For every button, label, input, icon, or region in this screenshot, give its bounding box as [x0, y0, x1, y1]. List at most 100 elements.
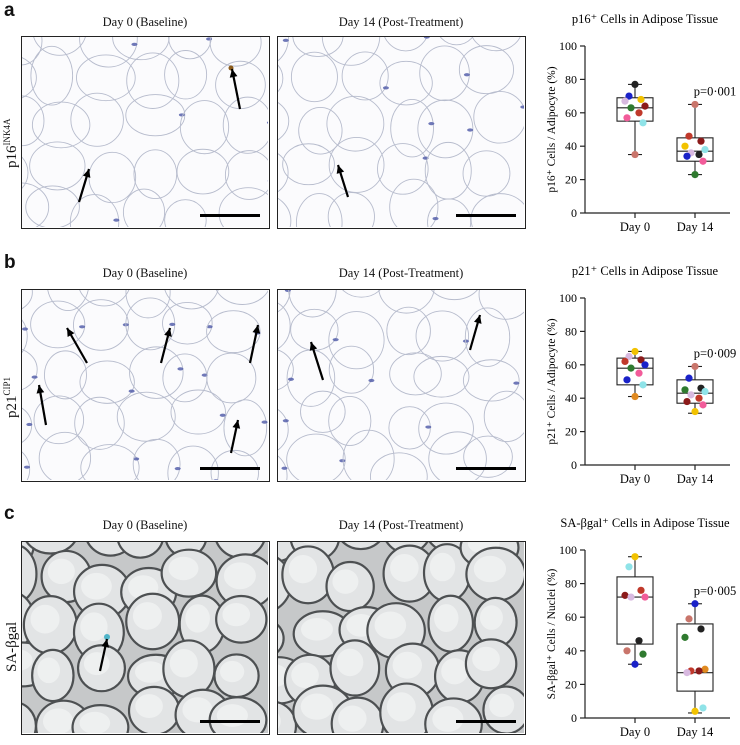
- panel-letter: c: [4, 504, 15, 523]
- nucleus: [281, 467, 287, 470]
- data-point: [627, 593, 634, 600]
- data-point: [691, 708, 698, 715]
- data-point: [681, 634, 688, 641]
- adipocyte-highlight: [387, 692, 416, 721]
- data-point: [701, 388, 708, 395]
- adipocyte-highlight: [337, 649, 364, 677]
- chart-title: p21⁺ Cells in Adipose Tissue: [572, 264, 719, 278]
- adipocyte-highlight: [133, 602, 162, 630]
- data-point: [691, 101, 698, 108]
- micrograph-day14: [277, 289, 526, 482]
- adipocyte-highlight: [185, 604, 210, 632]
- adipocyte-highlight: [338, 705, 366, 731]
- adipocyte-highlight: [480, 605, 503, 630]
- adipocyte-highlight: [30, 605, 59, 634]
- x-tick-label: Day 0: [620, 220, 650, 234]
- adipocyte-highlight: [390, 554, 419, 582]
- nucleus: [333, 338, 339, 341]
- data-point: [631, 553, 638, 560]
- data-point: [625, 563, 632, 570]
- x-tick-label: Day 0: [620, 725, 650, 739]
- adipocyte-highlight: [170, 649, 198, 677]
- y-tick-label: 100: [559, 543, 577, 557]
- panel-letter: a: [4, 1, 15, 20]
- y-tick-label: 20: [565, 677, 577, 691]
- scale-bar: [456, 720, 516, 723]
- adipocyte-highlight: [135, 661, 166, 683]
- micrograph-day14: [277, 36, 526, 229]
- adipocyte-highlight: [430, 553, 455, 582]
- scale-bar: [456, 214, 516, 217]
- y-tick-label: 80: [565, 324, 577, 338]
- data-point: [685, 133, 692, 140]
- data-point: [699, 704, 706, 711]
- data-point: [627, 104, 634, 111]
- nucleus: [129, 390, 135, 393]
- data-point: [699, 158, 706, 165]
- y-tick-label: 0: [571, 711, 577, 725]
- nucleus: [428, 122, 434, 125]
- tissue-background: [278, 37, 524, 227]
- adipocyte-highlight: [37, 658, 60, 684]
- nucleus: [175, 467, 181, 470]
- nucleus: [113, 219, 119, 222]
- data-point: [623, 114, 630, 121]
- data-point: [623, 647, 630, 654]
- data-point: [627, 365, 634, 372]
- adipocyte-highlight: [289, 555, 317, 583]
- image-title-day14: Day 14 (Post-Treatment): [277, 15, 525, 30]
- p-value-annotation: p=0·005: [694, 584, 736, 598]
- data-point: [681, 143, 688, 150]
- data-point: [691, 408, 698, 415]
- adipocyte-highlight: [80, 612, 107, 641]
- micrograph-day14: [277, 541, 526, 735]
- x-tick-label: Day 14: [677, 220, 714, 234]
- nucleus: [464, 73, 470, 76]
- data-point: [639, 381, 646, 388]
- boxplot-chart: p21⁺ Cells in Adipose Tissue p21⁺ Cells /…: [535, 262, 740, 487]
- data-point: [695, 151, 702, 158]
- y-tick-label: 0: [571, 458, 577, 472]
- nucleus: [24, 466, 30, 469]
- data-point: [635, 370, 642, 377]
- data-point: [683, 398, 690, 405]
- y-tick-label: 80: [565, 577, 577, 591]
- adipocyte-highlight: [301, 618, 333, 641]
- adipocyte-highlight: [182, 697, 212, 722]
- adipocyte-highlight: [291, 662, 319, 688]
- nucleus: [288, 378, 294, 381]
- adipocyte-highlight: [81, 573, 112, 600]
- adipocyte-highlight: [301, 694, 333, 720]
- data-point: [701, 146, 708, 153]
- adipocyte-highlight: [434, 604, 458, 632]
- adipocyte-highlight: [84, 652, 110, 675]
- data-point: [697, 625, 704, 632]
- micrograph-svg: [278, 290, 524, 480]
- data-point: [691, 600, 698, 607]
- data-point: [695, 395, 702, 402]
- y-axis-label: p21⁺ Cells / Adipocyte (%): [546, 318, 558, 444]
- y-axis-label: SA-βgal⁺ Cells / Nuclei (%): [546, 568, 558, 699]
- y-tick-label: 60: [565, 610, 577, 624]
- micrograph-day0: [21, 541, 270, 735]
- data-point: [641, 103, 648, 110]
- data-point: [639, 119, 646, 126]
- micrograph-svg: [278, 37, 524, 227]
- data-point: [687, 391, 694, 398]
- y-tick-label: 20: [565, 173, 577, 187]
- data-point: [699, 401, 706, 408]
- y-tick-label: 40: [565, 391, 577, 405]
- adipocyte-highlight: [48, 559, 75, 585]
- adipocyte-highlight: [168, 557, 198, 580]
- adipocyte-highlight: [472, 647, 500, 671]
- x-tick-label: Day 14: [677, 725, 714, 739]
- nucleus: [26, 423, 32, 426]
- data-point: [695, 667, 702, 674]
- data-point: [637, 96, 644, 103]
- adipocyte-highlight: [489, 694, 514, 718]
- scale-bar: [200, 214, 260, 217]
- nucleus: [368, 379, 374, 382]
- data-point: [683, 153, 690, 160]
- y-tick-label: 60: [565, 106, 577, 120]
